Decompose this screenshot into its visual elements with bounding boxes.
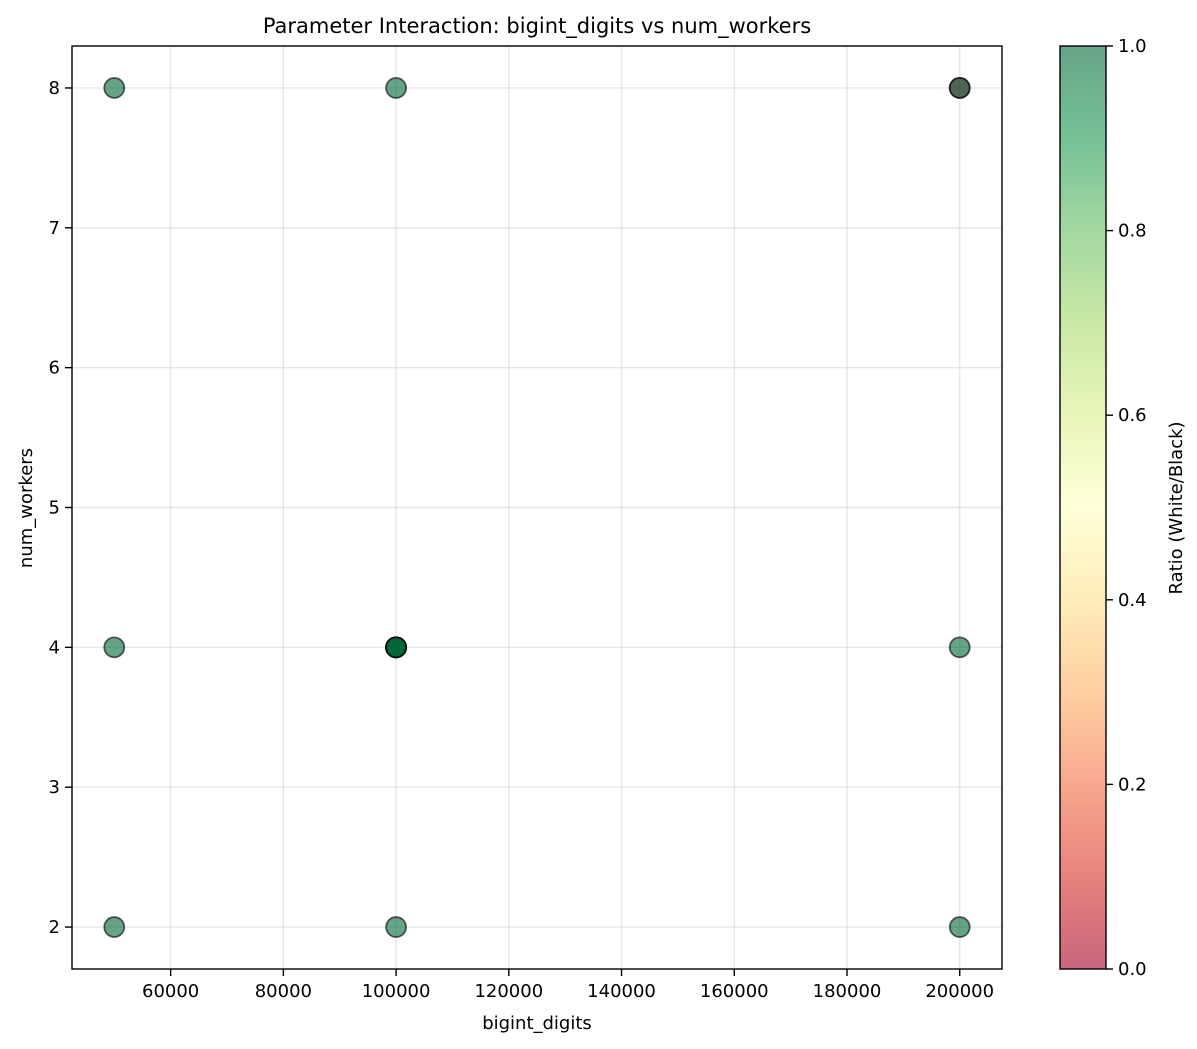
x-tick-label: 160000: [700, 981, 769, 1002]
data-point: [385, 916, 407, 938]
colorbar: [1060, 46, 1106, 969]
grid-lines: [72, 46, 1002, 969]
colorbar-frame: [1059, 45, 1107, 970]
x-tick-label: 180000: [813, 981, 882, 1002]
x-tick-label: 80000: [255, 981, 312, 1002]
data-points: [103, 77, 971, 938]
data-point: [948, 636, 971, 659]
y-tick-label: 3: [49, 777, 60, 798]
data-point: [948, 77, 971, 99]
y-tick-label: 7: [49, 218, 60, 239]
data-point: [103, 77, 126, 99]
chart-title: Parameter Interaction: bigint_digits vs …: [263, 14, 811, 39]
data-point: [385, 636, 407, 659]
x-tick-label: 200000: [925, 981, 994, 1002]
y-tick-label: 6: [49, 358, 60, 379]
data-point: [103, 916, 126, 938]
data-point: [385, 77, 407, 99]
colorbar-ticks: 0.0 0.2 0.4 0.6 0.8 1.0: [1106, 36, 1147, 980]
colorbar-tick-label: 0.4: [1118, 590, 1147, 611]
colorbar-tick-label: 0.8: [1118, 221, 1147, 242]
y-axis-ticks: 2 3 4 5 6 7 8: [49, 78, 72, 938]
y-tick-label: 2: [49, 917, 60, 938]
y-tick-label: 5: [49, 498, 60, 519]
y-tick-label: 4: [49, 637, 60, 658]
x-tick-label: 60000: [142, 981, 199, 1002]
x-tick-label: 120000: [474, 981, 543, 1002]
colorbar-tick-label: 0.2: [1118, 774, 1147, 795]
colorbar-tick-label: 0.6: [1118, 405, 1147, 426]
x-tick-label: 140000: [587, 981, 656, 1002]
data-point: [948, 916, 971, 938]
colorbar-tick-label: 1.0: [1118, 36, 1147, 57]
y-tick-label: 8: [49, 78, 60, 99]
x-tick-label: 100000: [362, 981, 431, 1002]
x-axis-ticks: 60000 80000 100000 120000 140000 160000 180000…: [142, 969, 994, 1002]
data-point: [103, 636, 126, 659]
x-axis-label: bigint_digits: [482, 1013, 592, 1034]
colorbar-label: Ratio (White/Black): [1166, 421, 1187, 594]
y-axis-label: num_workers: [16, 448, 37, 568]
colorbar-tick-label: 0.0: [1118, 959, 1147, 980]
